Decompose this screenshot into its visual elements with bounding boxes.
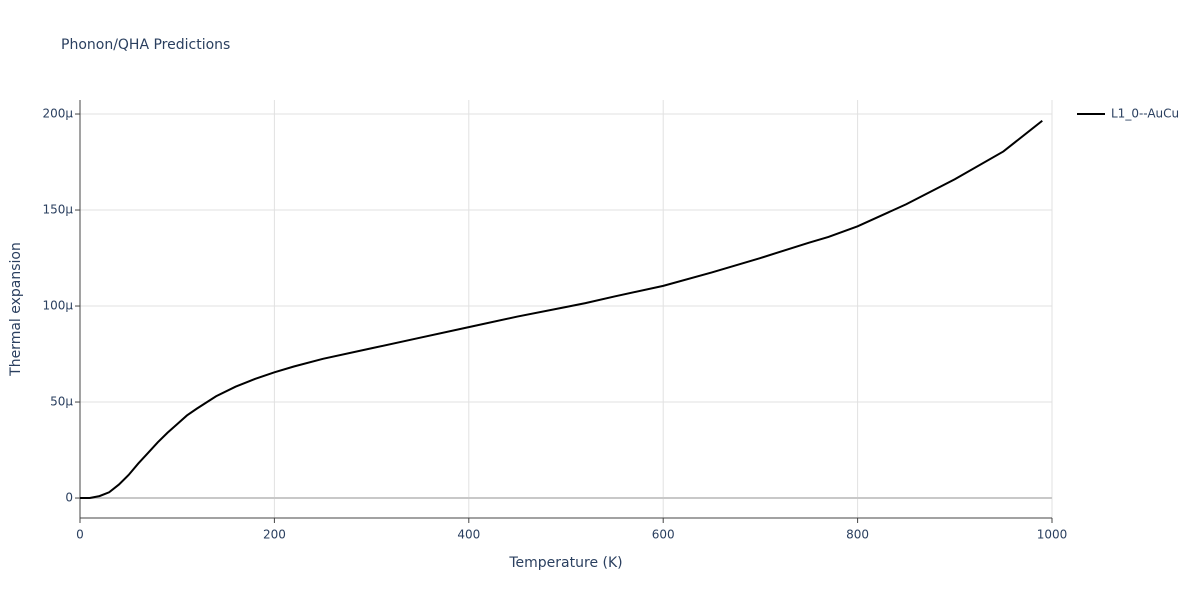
- y-tick-label: 0: [65, 491, 73, 505]
- y-tick-label: 100μ: [42, 299, 73, 313]
- x-tick-label: 200: [263, 528, 286, 542]
- data-line: [80, 119, 1043, 500]
- y-tick-label: 200μ: [42, 107, 73, 121]
- legend-label: L1_0--AuCu: [1111, 107, 1179, 121]
- x-tick-label: 600: [652, 528, 675, 542]
- y-tick-label: 150μ: [42, 203, 73, 217]
- y-tick-label: 50μ: [50, 395, 73, 409]
- chart-title: Phonon/QHA Predictions: [61, 37, 230, 53]
- x-tick-label: 800: [846, 528, 869, 542]
- y-axis-title: Thermal expansion: [8, 242, 24, 377]
- x-axis-title: Temperature (K): [508, 555, 622, 571]
- x-tick-label: 0: [76, 528, 84, 542]
- x-tick-label: 400: [457, 528, 480, 542]
- x-tick-label: 1000: [1037, 528, 1068, 542]
